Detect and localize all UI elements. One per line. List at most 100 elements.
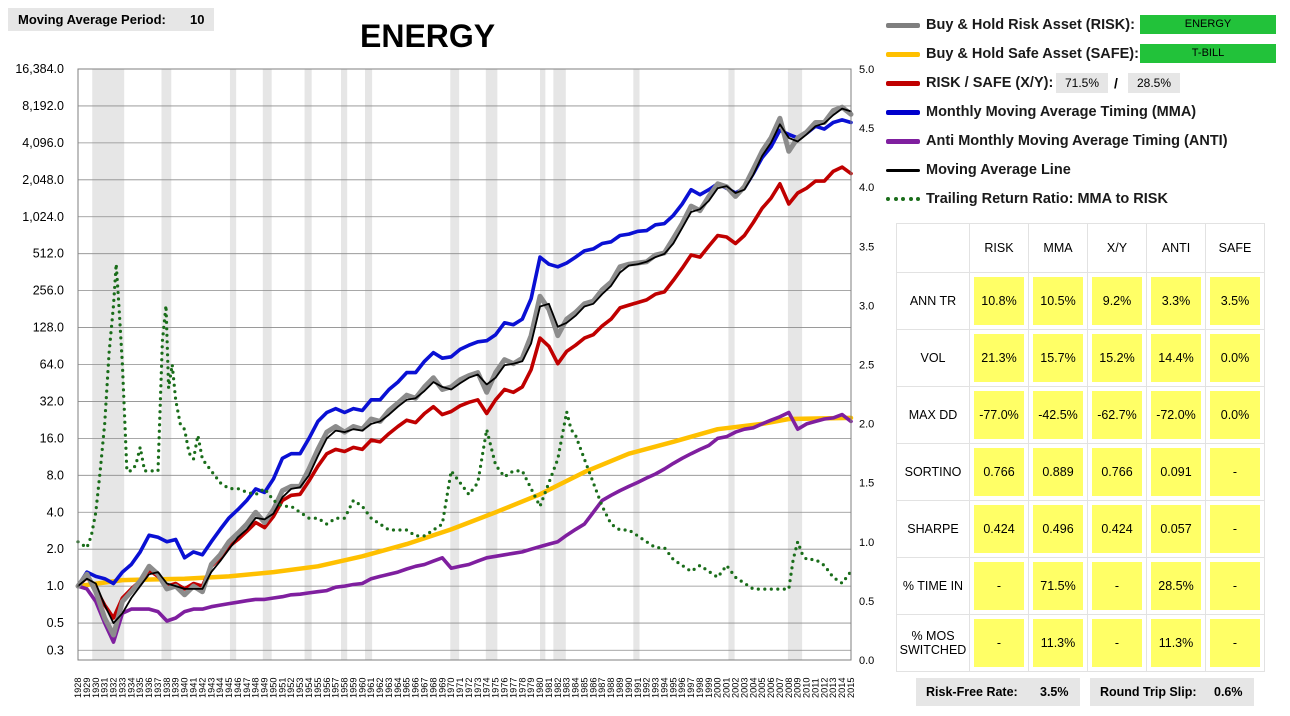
x-tick-label: 1944 — [215, 678, 225, 698]
x-tick-label: 1964 — [393, 678, 403, 698]
x-tick-label: 2012 — [819, 678, 829, 698]
x-tick-label: 1967 — [420, 678, 430, 698]
x-tick-label: 1931 — [100, 678, 110, 698]
stats-corner — [896, 223, 970, 273]
x-tick-label: 1939 — [171, 678, 181, 698]
stats-cell: 21.3% — [969, 329, 1029, 387]
col-xy: X/Y — [1087, 223, 1147, 273]
x-tick-label: 1930 — [91, 678, 101, 698]
legend-mma-label: Monthly Moving Average Timing (MMA) — [926, 104, 1197, 120]
performance-chart: 16,384.0 8,192.0 4,096.0 2,048.0 1,024.0 512.… — [15, 62, 874, 698]
y-tick-label: 0.3 — [47, 643, 64, 657]
mma-swatch — [886, 109, 920, 115]
x-tick-label: 1972 — [464, 678, 474, 698]
stats-cell: 11.3% — [1146, 614, 1206, 672]
legend-ma-line-label: Moving Average Line — [926, 162, 1071, 178]
series-mma — [76, 118, 853, 588]
ma-period-label: Moving Average Period: — [18, 12, 166, 27]
risk-free-box: Risk-Free Rate: 3.5% — [916, 678, 1080, 706]
series-ma-line — [77, 107, 852, 624]
y2-tick-label: 0.5 — [859, 596, 874, 608]
stats-value: 21.3% — [974, 334, 1024, 382]
stats-cell: - — [1087, 557, 1147, 615]
stats-cell: -77.0% — [969, 386, 1029, 444]
stats-cell: 0.889 — [1028, 443, 1088, 501]
x-tick-label: 1935 — [135, 678, 145, 698]
x-tick-label: 1966 — [411, 678, 421, 698]
x-tick-label: 1990 — [624, 678, 634, 698]
x-tick-label: 1988 — [606, 678, 616, 698]
y-tick-label: 2.0 — [47, 542, 64, 556]
legend-mma: Monthly Moving Average Timing (MMA) — [886, 101, 1196, 123]
col-anti: ANTI — [1146, 223, 1206, 273]
x-tick-label: 1989 — [615, 678, 625, 698]
col-safe: SAFE — [1205, 223, 1265, 273]
risk-asset-value: ENERGY — [1140, 15, 1276, 34]
y2-tick-label: 1.0 — [859, 537, 874, 549]
stats-row-label-line: VOL — [920, 351, 946, 365]
x-tick-label: 1946 — [233, 678, 243, 698]
y-tick-label: 2,048.0 — [22, 173, 64, 187]
chart-title: ENERGY — [360, 18, 496, 54]
stats-row: VOL 21.3% 15.7% 15.2% 14.4% 0.0% — [896, 329, 1265, 387]
col-mma: MMA — [1028, 223, 1088, 273]
x-tick-label: 1976 — [499, 678, 509, 698]
stats-cell: - — [1205, 500, 1265, 558]
stats-value: 10.5% — [1033, 277, 1083, 325]
x-tick-label: 2001 — [722, 678, 732, 698]
series-ratio — [76, 262, 853, 591]
x-tick-label: 2008 — [784, 678, 794, 698]
x-tick-label: 2007 — [775, 678, 785, 698]
stats-cell: 14.4% — [1146, 329, 1206, 387]
x-tick-label: 1963 — [384, 678, 394, 698]
stats-cell: 3.3% — [1146, 272, 1206, 330]
legend-ratio-label: Trailing Return Ratio: MMA to RISK — [926, 191, 1168, 207]
slip-box: Round Trip Slip: 0.6% — [1090, 678, 1254, 706]
stats-cell: 15.7% — [1028, 329, 1088, 387]
x-tick-label: 1975 — [491, 678, 501, 698]
stats-row: ANN TR 10.8% 10.5% 9.2% 3.3% 3.5% — [896, 272, 1265, 330]
y-tick-label: 16,384.0 — [15, 62, 64, 76]
stats-row-label: % MOS SWITCHED — [896, 614, 970, 672]
x-tick-label: 1978 — [517, 678, 527, 698]
legend-risk: Buy & Hold Risk Asset (RISK): — [886, 14, 1135, 36]
x-tick-label: 1943 — [206, 678, 216, 698]
x-tick-label: 1974 — [482, 678, 492, 698]
stats-value: 0.424 — [1092, 505, 1142, 553]
series-safe — [75, 415, 854, 589]
stats-cell: 9.2% — [1087, 272, 1147, 330]
safe-swatch — [886, 51, 920, 57]
stats-table: RISK MMA X/Y ANTI SAFE ANN TR 10.8% 10.5% 9… — [896, 223, 1265, 672]
x-tick-label: 1952 — [286, 678, 296, 698]
legend-ma-line: Moving Average Line — [886, 159, 1071, 181]
x-tick-label: 1987 — [597, 678, 607, 698]
y2-tick-label: 4.5 — [859, 123, 874, 135]
risk-free-label: Risk-Free Rate: — [926, 685, 1018, 699]
stats-cell: 10.5% — [1028, 272, 1088, 330]
x-tick-label: 1985 — [579, 678, 589, 698]
y-tick-label: 512.0 — [33, 247, 64, 261]
stats-row-label: % TIME IN — [896, 557, 970, 615]
x-tick-label: 1929 — [82, 678, 92, 698]
x-tick-label: 2003 — [739, 678, 749, 698]
x-tick-label: 1938 — [162, 678, 172, 698]
stats-row-label-line: SHARPE — [907, 522, 959, 536]
ma-period-box: Moving Average Period: 10 — [8, 8, 214, 31]
x-tick-label: 1941 — [189, 678, 199, 698]
x-tick-label: 1949 — [260, 678, 270, 698]
xy-risk-pct: 71.5% — [1056, 73, 1108, 93]
x-tick-label: 1959 — [348, 678, 358, 698]
x-tick-label: 1958 — [340, 678, 350, 698]
stats-row-label: VOL — [896, 329, 970, 387]
x-tick-label: 1961 — [366, 678, 376, 698]
legend-anti-label: Anti Monthly Moving Average Timing (ANTI… — [926, 133, 1228, 149]
x-tick-label: 1948 — [251, 678, 261, 698]
y-tick-label: 8.0 — [47, 468, 64, 482]
x-tick-label: 1951 — [277, 678, 287, 698]
y2-tick-label: 2.0 — [859, 419, 874, 431]
x-tick-label: 1991 — [633, 678, 643, 698]
stats-cell: 0.424 — [969, 500, 1029, 558]
stats-row-label: SORTINO — [896, 443, 970, 501]
stats-cell: 0.424 — [1087, 500, 1147, 558]
legend-anti: Anti Monthly Moving Average Timing (ANTI… — [886, 130, 1228, 152]
